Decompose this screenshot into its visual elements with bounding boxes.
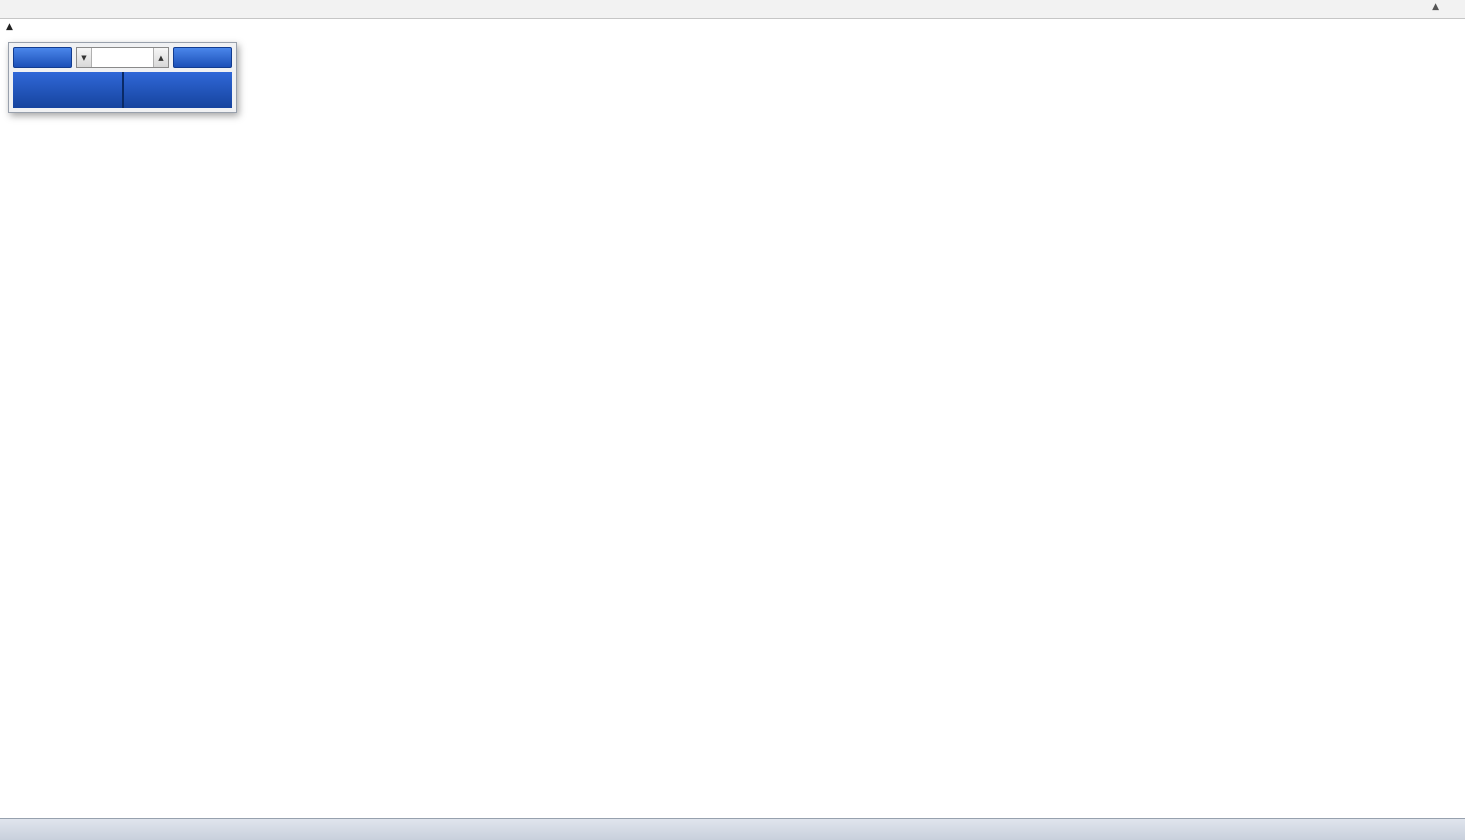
volume-stepper: ▼ ▲ [76,47,169,68]
chart-ohlc-header: ▲ [6,22,53,32]
buy-price-box[interactable] [123,72,232,108]
buy-button[interactable] [173,47,232,68]
chart-tabs [0,818,1465,840]
one-click-trading-panel: ▼ ▲ [8,42,237,113]
volume-value[interactable] [92,48,153,67]
sell-button[interactable] [13,47,72,68]
toolbar-collapse-icon[interactable]: ▲ [1432,2,1439,12]
quote-panel-toggle-icon[interactable]: ▲ [6,22,13,32]
timeframe-toolbar: ▲ [0,0,1465,19]
volume-decrease-icon[interactable]: ▼ [77,48,92,67]
sell-price-box[interactable] [13,72,122,108]
volume-increase-icon[interactable]: ▲ [153,48,168,67]
